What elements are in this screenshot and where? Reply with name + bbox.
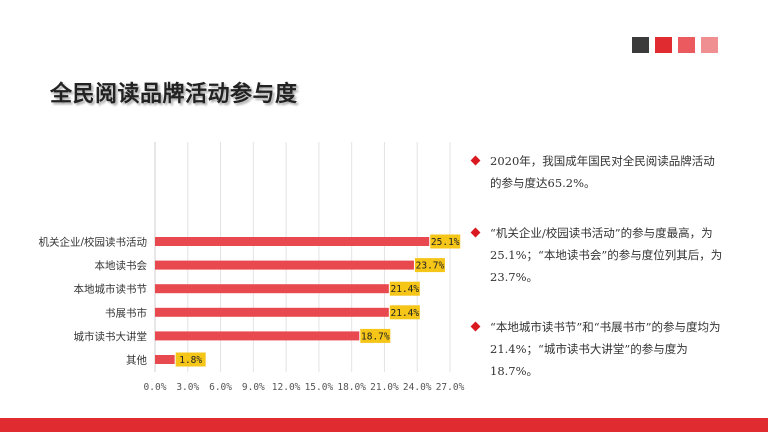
x-tick-label: 21.0% bbox=[370, 382, 399, 393]
bullet-text: “本地城市读书节”和“书展书市”的参与度均为21.4%；“城市读书大讲堂”的参与… bbox=[490, 320, 721, 378]
page-title: 全民阅读品牌活动参与度 bbox=[50, 82, 298, 107]
data-label-bg bbox=[389, 281, 420, 296]
bar bbox=[155, 237, 430, 246]
bullet-item: “本地城市读书节”和“书展书市”的参与度均为21.4%；“城市读书大讲堂”的参与… bbox=[470, 316, 725, 382]
footer-bar bbox=[0, 418, 768, 432]
category-label: 本地读书会 bbox=[95, 259, 148, 272]
square-red bbox=[655, 37, 672, 53]
data-label: 21.4% bbox=[391, 308, 420, 319]
x-tick-label: 24.0% bbox=[403, 382, 432, 393]
data-label: 21.4% bbox=[391, 284, 420, 295]
x-tick-label: 15.0% bbox=[305, 382, 334, 393]
x-tick-label: 6.0% bbox=[209, 382, 232, 393]
data-label-bg bbox=[430, 234, 461, 249]
diamond-icon bbox=[470, 155, 481, 166]
x-tick-label: 18.0% bbox=[337, 382, 366, 393]
data-label: 23.7% bbox=[416, 261, 445, 272]
bullet-item: 2020年，我国成年国民对全民阅读品牌活动的参与度达65.2%。 bbox=[470, 150, 725, 194]
diamond-icon bbox=[470, 321, 481, 332]
bullet-item: “机关企业/校园读书活动”的参与度最高，为25.1%；“本地读书会”的参与度位列… bbox=[470, 222, 725, 288]
x-tick-label: 27.0% bbox=[436, 382, 465, 393]
x-tick-label: 3.0% bbox=[176, 382, 199, 393]
category-label: 城市读书大讲堂 bbox=[74, 330, 148, 343]
category-label: 书展书市 bbox=[105, 306, 147, 319]
data-label-bg bbox=[175, 352, 206, 367]
square-light-red bbox=[678, 37, 695, 53]
data-label-bg bbox=[389, 305, 420, 320]
bullet-text: 2020年，我国成年国民对全民阅读品牌活动的参与度达65.2%。 bbox=[490, 154, 715, 190]
category-label: 机关企业/校园读书活动 bbox=[38, 236, 147, 249]
square-pink bbox=[701, 37, 718, 53]
bar bbox=[155, 284, 389, 294]
bullet-text: “机关企业/校园读书活动”的参与度最高，为25.1%；“本地读书会”的参与度位列… bbox=[490, 226, 723, 284]
x-tick-label: 9.0% bbox=[242, 382, 265, 393]
category-label: 本地城市读书节 bbox=[74, 283, 148, 296]
bar bbox=[155, 260, 414, 270]
data-label: 18.7% bbox=[361, 331, 390, 342]
diamond-icon bbox=[470, 227, 481, 238]
bar bbox=[155, 307, 389, 317]
bullet-list: 2020年，我国成年国民对全民阅读品牌活动的参与度达65.2%。 “机关企业/校… bbox=[470, 150, 725, 382]
data-label-bg bbox=[360, 328, 391, 343]
x-tick-label: 0.0% bbox=[144, 382, 167, 393]
category-label: 其他 bbox=[126, 354, 147, 367]
data-label: 1.8% bbox=[179, 355, 202, 366]
x-tick-label: 12.0% bbox=[272, 382, 301, 393]
bar bbox=[155, 331, 360, 341]
data-label: 25.1% bbox=[431, 237, 460, 248]
square-dark bbox=[632, 37, 649, 53]
data-label-bg bbox=[414, 258, 445, 273]
header-squares bbox=[632, 37, 718, 53]
bar bbox=[155, 355, 175, 364]
